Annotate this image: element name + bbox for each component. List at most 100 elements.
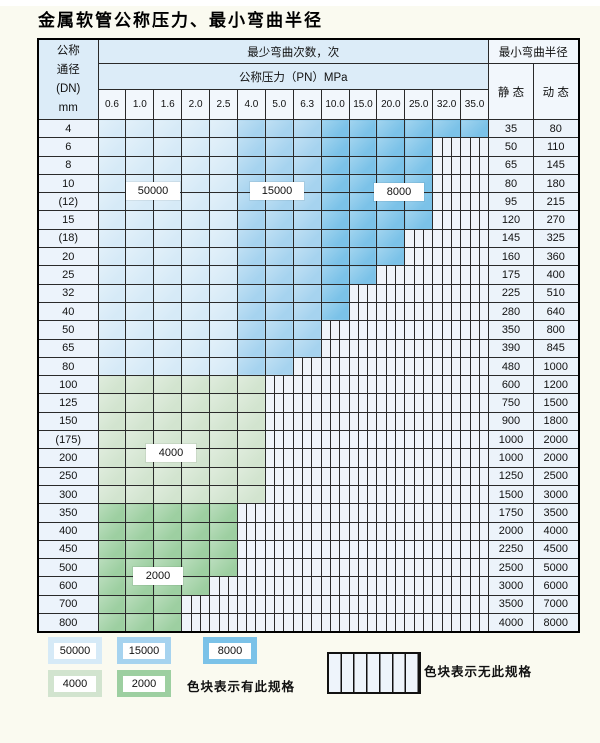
table-row: 80 480 1000 xyxy=(37,356,579,377)
no-spec-cell xyxy=(348,466,378,486)
no-spec-cell xyxy=(376,411,406,432)
spec-cell xyxy=(236,393,266,413)
spec-cell xyxy=(236,411,266,432)
spec-cell xyxy=(181,503,211,523)
no-spec-cell xyxy=(181,594,211,615)
spec-cell xyxy=(348,228,378,249)
dn-cell: 8 xyxy=(37,155,99,175)
page-title: 金属软管公称压力、最小弯曲半径 xyxy=(38,11,323,31)
legend-swatch-15000: 15000 xyxy=(117,637,171,664)
zone-label-50000: 50000 xyxy=(126,182,180,200)
pressure-col-header: 4.0 xyxy=(236,89,266,120)
dn-cell: 20 xyxy=(37,247,99,267)
no-spec-cell xyxy=(348,484,378,505)
no-spec-cell xyxy=(264,576,294,596)
no-spec-cell xyxy=(264,484,294,505)
spec-cell xyxy=(236,338,266,358)
static-radius-cell: 600 xyxy=(488,375,534,395)
spec-cell xyxy=(97,301,127,322)
spec-cell xyxy=(153,247,183,267)
spec-cell xyxy=(236,301,266,322)
dynamic-radius-cell: 8000 xyxy=(533,613,579,633)
pressure-col-header: 15.0 xyxy=(348,89,378,120)
pressure-col-header: 1.0 xyxy=(125,89,155,120)
spec-cell xyxy=(209,356,238,377)
spec-cell xyxy=(264,356,294,377)
dn-cell: (18) xyxy=(37,228,99,249)
no-spec-cell xyxy=(432,320,462,340)
spec-cell xyxy=(236,265,266,285)
dn-cell: 350 xyxy=(37,503,99,523)
spec-cell xyxy=(181,137,211,157)
no-spec-cell xyxy=(404,301,434,322)
static-radius-cell: 390 xyxy=(488,338,534,358)
spec-cell xyxy=(125,137,155,157)
dynamic-radius-cell: 110 xyxy=(533,137,579,157)
spec-cell xyxy=(320,155,350,175)
spec-cell xyxy=(97,173,127,194)
no-spec-cell xyxy=(460,301,489,322)
hose-spec-table: 公称 通径 (DN) mm 最少弯曲次数，次 最小弯曲半径 公称压力（PN）MP… xyxy=(37,38,580,634)
pressure-col-header: 35.0 xyxy=(460,89,489,120)
table-row: 6 50 110 xyxy=(37,137,579,157)
no-spec-cell xyxy=(376,576,406,596)
no-spec-cell xyxy=(460,283,489,303)
no-spec-cell xyxy=(432,393,462,413)
spec-cell xyxy=(209,283,238,303)
static-radius-cell: 3500 xyxy=(488,594,534,615)
table-row: 15 120 270 xyxy=(37,210,579,230)
no-spec-cell xyxy=(292,613,322,633)
table-row: 40 280 640 xyxy=(37,301,579,322)
spec-cell xyxy=(320,228,350,249)
spec-cell xyxy=(320,247,350,267)
no-spec-cell xyxy=(348,594,378,615)
spec-cell xyxy=(97,411,127,432)
spec-cell xyxy=(153,484,183,505)
dynamic-radius-cell: 145 xyxy=(533,155,579,175)
dynamic-radius-cell: 1000 xyxy=(533,356,579,377)
no-spec-cell xyxy=(348,448,378,468)
spec-cell xyxy=(320,210,350,230)
no-spec-cell xyxy=(404,338,434,358)
table-row: (175) 1000 2000 xyxy=(37,430,579,450)
spec-cell xyxy=(153,118,183,139)
dynamic-radius-cell: 2500 xyxy=(533,466,579,486)
no-spec-cell xyxy=(292,411,322,432)
table-row: 100 600 1200 xyxy=(37,375,579,395)
spec-cell xyxy=(404,137,434,157)
spec-cell xyxy=(125,375,155,395)
no-spec-cell xyxy=(320,576,350,596)
no-spec-cell xyxy=(320,393,350,413)
spec-cell xyxy=(153,155,183,175)
no-spec-cell xyxy=(376,430,406,450)
static-radius-cell: 1500 xyxy=(488,484,534,505)
no-spec-cell xyxy=(460,576,489,596)
dn-cell: 65 xyxy=(37,338,99,358)
no-spec-cell xyxy=(404,247,434,267)
no-spec-cell xyxy=(460,192,489,212)
no-spec-cell xyxy=(460,356,489,377)
no-spec-cell xyxy=(348,375,378,395)
no-spec-cell xyxy=(432,613,462,633)
dn-cell: 600 xyxy=(37,576,99,596)
spec-cell xyxy=(97,356,127,377)
static-radius-cell: 160 xyxy=(488,247,534,267)
no-spec-cell xyxy=(460,375,489,395)
spec-cell xyxy=(320,173,350,194)
spec-cell xyxy=(264,320,294,340)
no-spec-cell xyxy=(264,375,294,395)
dynamic-radius-cell: 1500 xyxy=(533,393,579,413)
no-spec-cell xyxy=(460,539,489,560)
no-spec-cell xyxy=(432,466,462,486)
no-spec-cell xyxy=(348,301,378,322)
spec-cell xyxy=(209,411,238,432)
no-spec-cell xyxy=(376,484,406,505)
dynamic-radius-cell: 510 xyxy=(533,283,579,303)
pressure-col-header: 25.0 xyxy=(404,89,434,120)
static-radius-cell: 65 xyxy=(488,155,534,175)
spec-cell xyxy=(97,539,127,560)
spec-cell xyxy=(236,283,266,303)
no-spec-cell xyxy=(432,576,462,596)
spec-cell xyxy=(348,155,378,175)
spec-cell xyxy=(236,118,266,139)
